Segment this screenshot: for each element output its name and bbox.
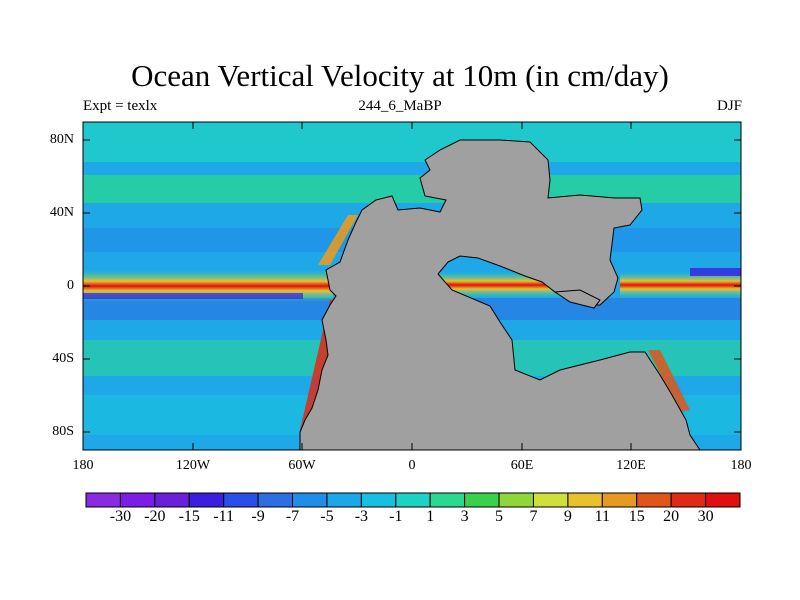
period-label: 244_6_MaBP: [358, 98, 442, 114]
colorbar-label: -30: [109, 508, 132, 525]
colorbar-label: 9: [563, 508, 572, 525]
colorbar-swatch: [567, 492, 603, 508]
colorbar-swatch: [223, 492, 259, 508]
colorbar-swatch: [464, 492, 500, 508]
downwelling-flank-2: [690, 268, 741, 276]
colorbar-label: 20: [663, 508, 680, 525]
lat-label-0: 0: [67, 278, 74, 293]
lat-label-80n: 80N: [49, 132, 74, 147]
pangaea-main: [299, 139, 701, 451]
land-group: [299, 139, 701, 451]
colorbar-swatch: [360, 492, 397, 508]
colorbar-label: 1: [426, 508, 435, 525]
colorbar-label: 30: [697, 508, 714, 525]
colorbar-label: -7: [285, 508, 300, 525]
colorbar-label: 7: [529, 508, 538, 525]
colorbar-label: 3: [460, 508, 469, 525]
colorbar-swatch: [498, 492, 534, 508]
lat-label-40s: 40S: [52, 351, 74, 366]
downwelling-flank-1: [83, 293, 303, 299]
colorbar-swatch: [119, 492, 156, 508]
lon-label-0: 0: [408, 458, 416, 473]
colorbar-swatch: [85, 492, 121, 508]
lon-label-120e: 120E: [616, 458, 646, 473]
lat-ticks: [83, 139, 741, 433]
season-label: DJF: [716, 98, 742, 114]
colorbar-swatch: [705, 492, 741, 508]
lon-label-180e: 180: [730, 458, 752, 473]
lon-label-120w: 120W: [175, 458, 211, 473]
colorbar-swatch: [154, 492, 190, 508]
colorbar-swatch: [601, 492, 638, 508]
lat-label-80s: 80S: [52, 424, 74, 439]
lat-label-40n: 40N: [49, 205, 74, 220]
colorbar-label: -3: [354, 508, 369, 525]
lon-ticks: [192, 122, 632, 450]
colorbar-swatch: [670, 492, 707, 508]
tethys-island: [553, 289, 601, 309]
coastal-upwelling-nw: [318, 215, 358, 265]
colorbar-label: -20: [144, 508, 166, 525]
colorbar-swatch: [636, 492, 672, 508]
lon-label-180w: 180: [72, 458, 94, 473]
colorbar-label: -11: [213, 508, 235, 525]
colorbar-swatch: [188, 492, 225, 508]
chart-title: Ocean Vertical Velocity at 10m (in cm/da…: [131, 58, 669, 93]
subtropical-band-north: [83, 175, 741, 203]
colorbar-label: 11: [594, 508, 611, 525]
colorbar: [85, 492, 741, 508]
colorbar-swatch: [395, 492, 431, 508]
colorbar-label: -5: [320, 508, 334, 525]
colorbar-swatch: [429, 492, 466, 508]
coastal-upwelling-east: [648, 350, 690, 412]
colorbar-swatch: [292, 492, 328, 508]
colorbar-swatch: [326, 492, 362, 508]
colorbar-label: -15: [178, 508, 200, 525]
colorbar-label: 15: [628, 508, 645, 525]
colorbar-label: 5: [495, 508, 504, 525]
colorbar-swatch: [257, 492, 294, 508]
colorbar-label: -1: [389, 508, 403, 525]
experiment-label: Expt = texlx: [83, 98, 158, 114]
equatorial-upwelling-far-east: [620, 272, 741, 298]
colorbar-swatch: [532, 492, 569, 508]
lon-label-60e: 60E: [510, 458, 534, 473]
lon-label-60w: 60W: [288, 458, 316, 473]
colorbar-label: -9: [251, 508, 265, 525]
